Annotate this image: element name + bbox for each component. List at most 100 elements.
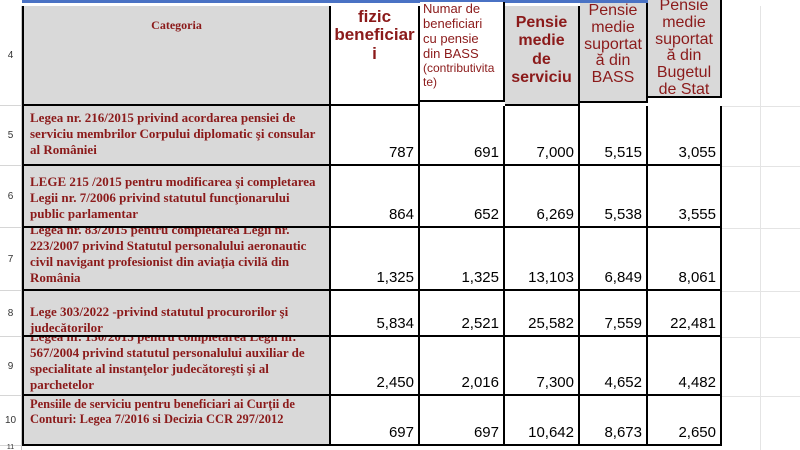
cell-value: 8,673 — [604, 424, 642, 441]
header-line: din BASS — [423, 45, 479, 61]
table-cell-pensie-bass[interactable]: 8,673 — [580, 396, 648, 446]
table-cell-bass[interactable]: 652 — [420, 166, 505, 228]
table-cell-pensie[interactable]: 7,000 — [505, 106, 580, 166]
categoria-text: Pensiile de serviciu pentru beneficiari … — [30, 397, 295, 426]
header-categoria[interactable]: Categoria — [22, 6, 331, 106]
header-numar-bass[interactable]: Numar de beneficiari cu pensie din BASS … — [420, 2, 505, 102]
row-number: 9 — [7, 360, 14, 372]
row-header-6[interactable]: 6 — [0, 166, 22, 228]
table-cell-fizic[interactable]: 2,450 — [331, 337, 420, 396]
table-cell-categoria[interactable]: Legea nr. 83/2015 pentru completarea Leg… — [22, 228, 331, 291]
gridline — [722, 396, 800, 397]
header-pensie-medie-serviciu[interactable]: Pensie medie de serviciu — [505, 6, 580, 106]
cell-value: 691 — [473, 144, 499, 161]
row-header-8[interactable]: 8 — [0, 291, 22, 337]
cell-value: 697 — [388, 424, 414, 441]
table-cell-fizic[interactable]: 787 — [331, 106, 420, 166]
cell-value: 2,450 — [376, 374, 414, 391]
table-cell-categoria[interactable]: Legea nr. 216/2015 privind acordarea pen… — [22, 106, 331, 166]
row-number: 11 — [6, 443, 15, 450]
categoria-text: Legea nr. 130/2015 pentru completarea Le… — [30, 337, 305, 392]
table-cell-pensie[interactable]: 25,582 — [505, 291, 580, 337]
categoria-text: LEGE 215 /2015 pentru modificarea şi com… — [30, 174, 316, 221]
header-line: (contributivita — [423, 60, 495, 75]
table-cell-pensie-buget[interactable]: 8,061 — [648, 228, 722, 291]
header-line: te) — [423, 74, 438, 89]
header-line: suportat — [655, 30, 713, 48]
table-cell-pensie[interactable]: 10,642 — [505, 396, 580, 446]
row-number: 10 — [4, 415, 17, 426]
table-cell-pensie-buget[interactable]: 3,555 — [648, 166, 722, 228]
header-line: i — [372, 43, 377, 63]
header-fizic-beneficiari[interactable]: fizic beneficiar i — [331, 6, 420, 106]
header-categoria-label: Categoria — [151, 18, 202, 32]
categoria-text: Legea nr. 83/2015 pentru completarea Leg… — [30, 228, 307, 285]
cell-value: 6,269 — [536, 206, 574, 223]
cell-value: 6,849 — [604, 269, 642, 286]
cell-value: 1,325 — [461, 269, 499, 286]
table-cell-pensie-bass[interactable]: 4,652 — [580, 337, 648, 396]
table-cell-pensie-bass[interactable]: 5,538 — [580, 166, 648, 228]
table-cell-pensie-buget[interactable]: 4,482 — [648, 337, 722, 396]
table-cell-pensie[interactable]: 6,269 — [505, 166, 580, 228]
cell-value: 4,482 — [678, 374, 716, 391]
table-cell-fizic[interactable]: 697 — [331, 396, 420, 446]
table-cell-bass[interactable]: 1,325 — [420, 228, 505, 291]
cell-value: 3,055 — [678, 144, 716, 161]
cell-value: 697 — [473, 424, 499, 441]
cell-value: 2,521 — [461, 315, 499, 332]
cell-value: 7,300 — [536, 374, 574, 391]
table-cell-pensie-bass[interactable]: 7,559 — [580, 291, 648, 337]
table-cell-categoria[interactable]: Legea nr. 130/2015 pentru completarea Le… — [22, 337, 331, 396]
table-cell-pensie[interactable]: 7,300 — [505, 337, 580, 396]
row-header-5[interactable]: 5 — [0, 106, 22, 166]
table-cell-categoria[interactable]: Pensiile de serviciu pentru beneficiari … — [22, 396, 331, 446]
table-cell-fizic[interactable]: 1,325 — [331, 228, 420, 291]
row-header-4[interactable]: 4 — [0, 6, 22, 106]
cell-value: 8,061 — [678, 269, 716, 286]
table-cell-pensie[interactable]: 13,103 — [505, 228, 580, 291]
header-line: suportat — [584, 35, 642, 53]
cell-value: 10,642 — [528, 424, 574, 441]
categoria-text: Lege 303/2022 -privind statutul procuror… — [30, 304, 289, 335]
table-cell-bass[interactable]: 697 — [420, 396, 505, 446]
gridline — [722, 166, 800, 167]
table-cell-bass[interactable]: 691 — [420, 106, 505, 166]
cell-value: 787 — [388, 144, 414, 161]
table-cell-pensie-bass[interactable]: 5,515 — [580, 106, 648, 166]
table-cell-fizic[interactable]: 864 — [331, 166, 420, 228]
row-header-10[interactable]: 10 — [0, 396, 22, 446]
header-line: serviciu — [511, 69, 572, 87]
table-cell-pensie-bass[interactable]: 6,849 — [580, 228, 648, 291]
cell-value: 3,555 — [678, 206, 716, 223]
previous-row-sliver — [0, 0, 800, 6]
header-pensie-bass[interactable]: Pensie medie suportat ă din BASS — [580, 3, 648, 103]
table-cell-bass[interactable]: 2,521 — [420, 291, 505, 337]
table-cell-pensie-buget[interactable]: 3,055 — [648, 106, 722, 166]
header-line: BASS — [591, 69, 635, 87]
cell-value: 25,582 — [528, 315, 574, 332]
header-pensie-buget[interactable]: Pensie medie suportat ă din Bugetul de S… — [648, 0, 722, 98]
cell-value: 5,834 — [376, 315, 414, 332]
row-number: 7 — [7, 253, 14, 265]
cell-value: 2,650 — [678, 424, 716, 441]
row-header-11[interactable]: 11 — [0, 443, 22, 450]
row-header-7[interactable]: 7 — [0, 228, 22, 291]
cell-value: 652 — [473, 206, 499, 223]
header-line: beneficiar — [334, 25, 415, 45]
header-line: beneficiari — [423, 15, 483, 31]
table-cell-pensie-buget[interactable]: 22,481 — [648, 291, 722, 337]
gridline — [722, 291, 800, 292]
table-cell-categoria[interactable]: Lege 303/2022 -privind statutul procuror… — [22, 291, 331, 337]
cell-value: 7,000 — [536, 144, 574, 161]
header-line: Bugetul — [656, 64, 712, 82]
table-cell-pensie-buget[interactable]: 2,650 — [648, 396, 722, 446]
table-cell-bass[interactable]: 2,016 — [420, 337, 505, 396]
header-line: Numar de — [423, 2, 481, 16]
table-cell-categoria[interactable]: LEGE 215 /2015 pentru modificarea şi com… — [22, 166, 331, 228]
row-header-9[interactable]: 9 — [0, 337, 22, 396]
cell-value: 7,559 — [604, 315, 642, 332]
header-line: Pensie — [515, 14, 568, 31]
table-cell-fizic[interactable]: 5,834 — [331, 291, 420, 337]
header-line: fizic — [357, 7, 392, 26]
